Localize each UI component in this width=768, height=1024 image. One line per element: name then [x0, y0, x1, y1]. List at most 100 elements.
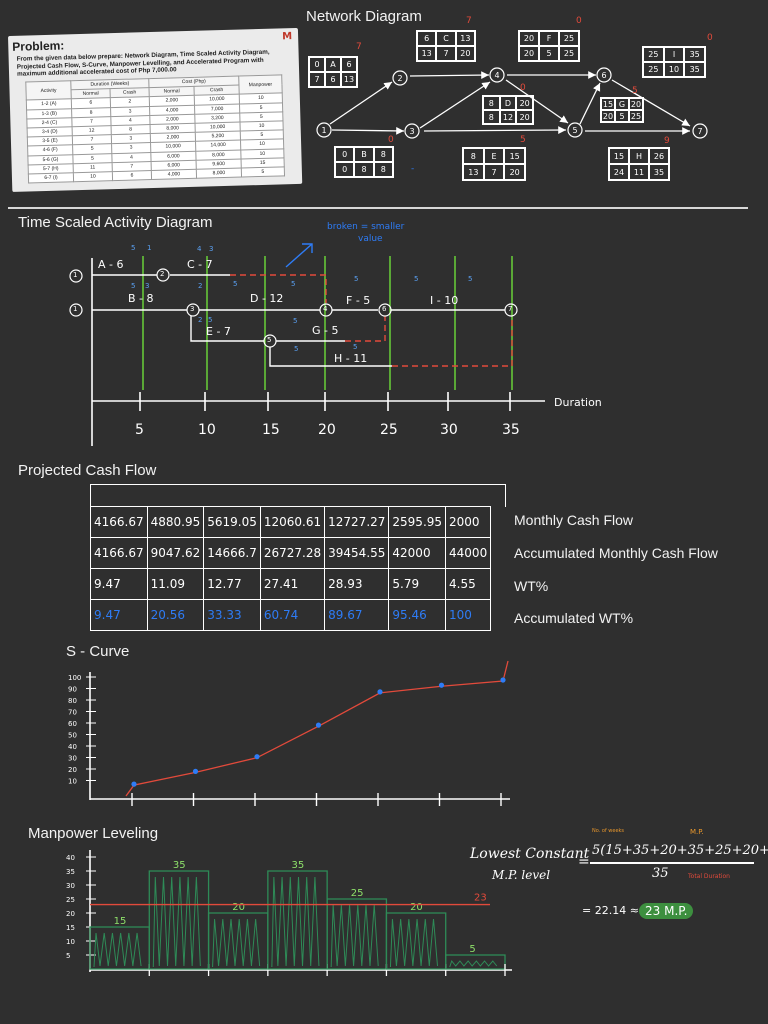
- cash-cell: 9.47: [90, 568, 148, 600]
- cash-cell: 60.74: [259, 599, 326, 631]
- formula-note-weeks: No. of weeks: [592, 828, 625, 834]
- activity-box-cell: D: [499, 96, 517, 110]
- activity-box-cell: 15: [504, 148, 525, 164]
- tsad-activity-label: B - 8: [128, 292, 154, 305]
- activity-float: 7: [466, 16, 472, 26]
- manpower-chart: 40 35 30 25 20 15 10 5 15 35 20 35 25 20 5 23: [66, 850, 512, 976]
- activity-float: 9: [664, 136, 670, 146]
- activity-box-cell: 5: [615, 110, 629, 122]
- cash-cell: 44000: [445, 537, 492, 569]
- activity-box-cell: 25: [643, 47, 664, 62]
- activity-box-cell: 24: [609, 164, 629, 180]
- tsad-float-mark: 2: [198, 316, 203, 324]
- activity-float: 0: [576, 16, 582, 26]
- activity-box-cell: 13: [455, 31, 475, 46]
- cash-row: 4166.67 4880.95 5619.05 12060.61 12727.27 259…: [90, 506, 492, 538]
- network-node-7: [692, 123, 708, 139]
- cash-cell: 4.55: [445, 568, 492, 600]
- tsad-float-mark: 5: [131, 244, 136, 252]
- scurve-point: [438, 682, 445, 688]
- activity-box-cell: 35: [684, 47, 705, 62]
- cash-cell: 2595.95: [388, 506, 447, 538]
- tsad-annotation-line1: broken = smaller: [327, 222, 405, 232]
- tsad-tick-label: 20: [318, 422, 336, 438]
- manpower-bar-label: 35: [173, 860, 186, 871]
- row-label-accumulated: Accumulated Monthly Cash Flow: [514, 545, 718, 561]
- activity-box-C: 6 C 13 13 7 20: [416, 30, 476, 62]
- manpower-bar-label: 20: [232, 902, 245, 913]
- cash-flow-table: 4166.67 4880.95 5619.05 12060.61 12727.27 259…: [90, 506, 492, 631]
- cash-cell: 12727.27: [324, 506, 390, 538]
- activity-box-cell: 8: [463, 148, 484, 164]
- scurve-y-tick-label: 90: [68, 686, 77, 694]
- manpower-bar-hatch: [152, 876, 201, 968]
- cash-cell: 5619.05: [203, 506, 261, 538]
- scurve-point: [254, 754, 260, 760]
- network-node-4: [489, 67, 505, 83]
- scurve-trend-line: [125, 660, 509, 797]
- col-manpower: Manpower: [238, 74, 283, 95]
- activity-box-cell: 25: [559, 31, 579, 46]
- cash-cell: 2000: [445, 506, 492, 538]
- tsad-node-label: 1: [73, 305, 78, 313]
- scurve-y-tick-label: 40: [68, 743, 77, 751]
- tsad-activity-label: E - 7: [206, 325, 231, 338]
- tsad-float-mark: 2: [198, 282, 203, 290]
- activity-box-cell: 15: [601, 98, 615, 110]
- tsad-activity-label: I - 10: [430, 294, 459, 307]
- manpower-bar-hatch: [449, 959, 498, 968]
- activity-box-cell: 7: [483, 164, 505, 180]
- formula-fraction-bar: [590, 862, 754, 864]
- activity-box-cell: 25: [629, 110, 643, 122]
- activity-box-cell: 6: [325, 72, 341, 87]
- activity-box-cell: 8: [354, 162, 374, 177]
- cash-cell: 14666.7: [203, 537, 261, 569]
- activity-box-cell: B: [354, 147, 374, 162]
- tsad-activity-label: D - 12: [250, 292, 284, 305]
- activity-box-cell: A: [325, 57, 341, 72]
- network-diagram-title: Network Diagram: [306, 8, 422, 25]
- scurve-chart: 100 90 80 70 60 50 40 30 20 10: [68, 660, 510, 806]
- activity-box-cell: 20: [504, 164, 525, 180]
- tsad-tick-label: 5: [135, 422, 144, 438]
- activity-box-cell: C: [436, 31, 456, 46]
- network-node-label: 4: [494, 70, 500, 80]
- scurve-y-tick-label: 30: [68, 755, 77, 763]
- formula-lhs-line2: M.P. level: [492, 868, 551, 882]
- tsad-float-mark: 5: [353, 343, 358, 351]
- activity-box-cell: 35: [649, 164, 669, 180]
- network-diagram: [316, 67, 708, 139]
- cash-cell: 28.93: [324, 568, 390, 600]
- cash-cell: 33.33: [203, 599, 261, 631]
- activity-box-G: 15 G 20 20 5 25: [600, 97, 644, 123]
- activity-box-cell: 20: [519, 46, 539, 61]
- scurve-point: [377, 689, 383, 695]
- tsad-node-label: 7: [508, 305, 513, 313]
- activity-box-cell: 13: [341, 72, 357, 87]
- tsad-activity-label: H - 11: [334, 352, 368, 365]
- manpower-bar-hatch: [271, 876, 320, 968]
- network-node-2: [392, 70, 408, 86]
- activity-box-cell: 10: [663, 62, 685, 77]
- tsad-activity-label: C - 7: [187, 258, 213, 271]
- activity-box-cell: 0: [335, 147, 355, 162]
- activity-box-cell: 20: [601, 110, 615, 122]
- manpower-bar-label: 35: [292, 860, 305, 871]
- school-logo: M: [282, 31, 293, 43]
- activity-box-D: 8 D 20 8 12 20: [482, 95, 534, 125]
- tsad-float-mark: 5: [131, 282, 136, 290]
- activity-box-cell: 6: [417, 31, 437, 46]
- cash-cell: 12060.61: [259, 506, 326, 538]
- problem-table: Activity Duration (Weeks) Cost (Php) Man…: [25, 74, 286, 184]
- activity-box-cell: 20: [519, 31, 539, 46]
- activity-box-cell: 8: [483, 96, 500, 110]
- scurve-y-tick-label: 80: [68, 697, 77, 705]
- col-activity: Activity: [25, 80, 72, 101]
- activity-box-cell: H: [629, 148, 649, 164]
- network-node-label: 5: [572, 125, 578, 135]
- cash-row: 9.47 20.56 33.33 60.74 89.67 95.46 100: [90, 599, 492, 631]
- scurve-point: [192, 768, 199, 774]
- activity-box-cell: E: [483, 148, 505, 164]
- activity-float: 5: [632, 86, 638, 96]
- section-divider: [8, 207, 748, 209]
